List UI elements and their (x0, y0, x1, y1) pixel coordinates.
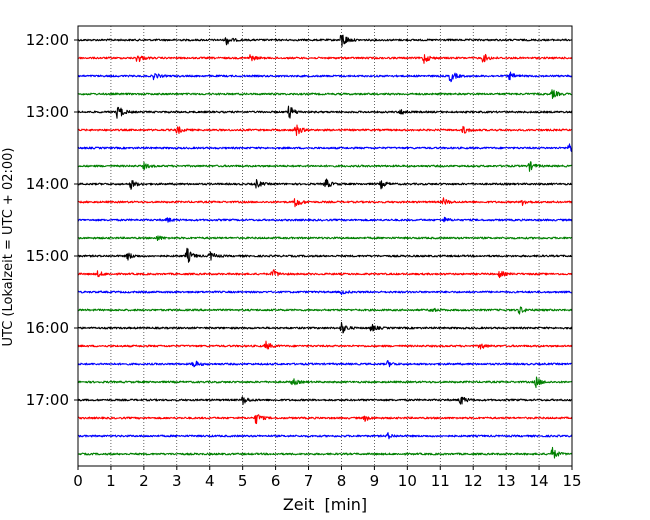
seismogram-trace-1315 (77, 124, 573, 136)
y-tick-label: 15:00 (26, 247, 69, 265)
seismogram-trace-1445 (77, 235, 573, 242)
seismogram-trace-1715 (77, 414, 573, 425)
x-tick-label: 1 (106, 472, 116, 490)
y-axis-label: UTC (Lokalzeit = UTC + 02:00) (1, 148, 16, 347)
y-tick-label: 16:00 (26, 319, 69, 337)
x-tick-label: 6 (271, 472, 281, 490)
x-tick-label: 8 (337, 472, 347, 490)
seismogram-trace-1415 (77, 197, 573, 208)
x-tick-label: 0 (73, 472, 83, 490)
axis-layer: 0 1 2 3 4 5 6 7 8 9 10 11 12 13 14 1512:0013:0014:0015:… (26, 25, 582, 490)
seismogram-trace-1545 (77, 306, 573, 315)
y-tick-label: 12:00 (26, 31, 69, 49)
x-axis-label: Zeit [min] (283, 495, 367, 514)
seismogram-trace-1200 (77, 34, 573, 47)
x-tick-label: 15 (562, 472, 581, 490)
seismogram-trace-1600 (77, 321, 573, 334)
seismogram-trace-1615 (77, 340, 573, 350)
x-tick-label: 9 (370, 472, 380, 490)
seismogram-trace-1300 (77, 105, 573, 119)
x-tick-label: 7 (304, 472, 314, 490)
y-tick-label: 13:00 (26, 103, 69, 121)
seismogram-trace-1400 (77, 178, 573, 190)
seismogram-trace-1215 (77, 53, 573, 64)
seismogram-trace-1430 (77, 216, 573, 223)
seismogram-trace-1330 (77, 143, 573, 152)
trace-layer (77, 34, 573, 459)
seismogram-trace-1515 (77, 269, 573, 279)
plot-frame (77, 25, 573, 467)
x-tick-label: 4 (205, 472, 215, 490)
seismogram-trace-1530 (77, 290, 573, 296)
x-tick-label: 2 (139, 472, 149, 490)
seismogram-trace-1700 (77, 396, 573, 405)
seismogram-trace-1645 (77, 376, 573, 389)
x-tick-label: 10 (398, 472, 417, 490)
seismogram-trace-1745 (77, 446, 573, 459)
seismogram-trace-1230 (77, 71, 573, 83)
seismogram-trace-1245 (77, 89, 573, 100)
seismogram-trace-1630 (77, 360, 573, 368)
x-tick-label: 3 (172, 472, 182, 490)
x-tick-label: 11 (431, 472, 450, 490)
x-tick-label: 14 (530, 472, 549, 490)
x-tick-label: 12 (464, 472, 483, 490)
x-tick-label: 13 (497, 472, 516, 490)
seismogram-trace-1345 (77, 161, 573, 172)
seismogram-trace-1500 (77, 247, 573, 263)
y-tick-label: 14:00 (26, 175, 69, 193)
seismogram-trace-1730 (77, 432, 573, 440)
y-tick-label: 17:00 (26, 391, 69, 409)
x-tick-label: 5 (238, 472, 248, 490)
grid-layer (110, 26, 540, 466)
